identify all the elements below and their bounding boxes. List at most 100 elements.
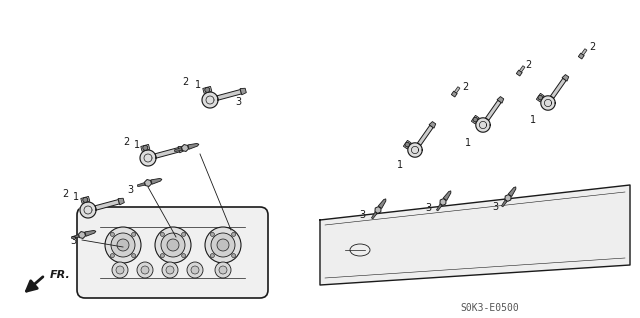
Polygon shape — [217, 90, 241, 100]
Text: 1: 1 — [397, 160, 403, 170]
Polygon shape — [497, 97, 504, 103]
Text: 2: 2 — [525, 60, 531, 70]
Circle shape — [205, 227, 241, 263]
Polygon shape — [562, 74, 569, 81]
Circle shape — [215, 262, 231, 278]
Circle shape — [211, 233, 235, 257]
Polygon shape — [417, 125, 433, 145]
Polygon shape — [155, 148, 179, 158]
Circle shape — [182, 254, 186, 258]
Circle shape — [132, 232, 136, 236]
Circle shape — [162, 262, 178, 278]
Text: 3: 3 — [492, 202, 498, 212]
Circle shape — [219, 266, 227, 274]
Polygon shape — [516, 70, 522, 76]
Polygon shape — [138, 183, 145, 187]
Circle shape — [111, 233, 135, 257]
Polygon shape — [508, 187, 516, 197]
Circle shape — [187, 262, 203, 278]
Circle shape — [232, 254, 236, 258]
Polygon shape — [85, 231, 96, 236]
Circle shape — [232, 232, 236, 236]
Circle shape — [211, 232, 214, 236]
Text: 1: 1 — [134, 140, 140, 150]
Circle shape — [211, 254, 214, 258]
Circle shape — [83, 197, 88, 202]
Polygon shape — [436, 204, 442, 211]
Text: 3: 3 — [235, 97, 241, 107]
Circle shape — [110, 254, 115, 258]
FancyBboxPatch shape — [77, 207, 268, 298]
Circle shape — [141, 266, 149, 274]
Polygon shape — [79, 232, 86, 238]
Polygon shape — [375, 207, 381, 213]
Text: 3: 3 — [70, 236, 76, 246]
Circle shape — [473, 117, 477, 122]
Circle shape — [217, 239, 229, 251]
Circle shape — [112, 262, 128, 278]
Circle shape — [182, 232, 186, 236]
Text: 2: 2 — [589, 42, 595, 52]
Text: 1: 1 — [530, 115, 536, 125]
Polygon shape — [550, 78, 566, 98]
Polygon shape — [240, 88, 246, 95]
Polygon shape — [81, 197, 90, 203]
Polygon shape — [71, 235, 79, 239]
Polygon shape — [140, 150, 156, 166]
Text: FR.: FR. — [50, 270, 71, 280]
Circle shape — [161, 232, 164, 236]
Circle shape — [191, 266, 199, 274]
Text: 2: 2 — [462, 82, 468, 92]
Text: 2: 2 — [182, 77, 188, 87]
Text: 1: 1 — [195, 80, 201, 90]
Text: 1: 1 — [73, 192, 79, 202]
Polygon shape — [502, 200, 507, 207]
Text: 3: 3 — [425, 203, 431, 213]
Polygon shape — [429, 121, 436, 128]
Polygon shape — [440, 199, 446, 205]
Polygon shape — [451, 91, 457, 97]
Circle shape — [132, 254, 136, 258]
Polygon shape — [182, 144, 188, 151]
Text: S0K3-E0500: S0K3-E0500 — [461, 303, 520, 313]
Polygon shape — [141, 144, 150, 151]
Polygon shape — [320, 185, 630, 285]
Polygon shape — [151, 178, 162, 184]
Polygon shape — [582, 49, 587, 55]
Polygon shape — [454, 87, 460, 93]
Polygon shape — [178, 146, 184, 153]
Text: 2: 2 — [123, 137, 129, 147]
Polygon shape — [486, 100, 501, 120]
Text: 3: 3 — [359, 210, 365, 220]
Polygon shape — [536, 93, 544, 102]
Polygon shape — [95, 199, 120, 210]
Polygon shape — [403, 140, 411, 149]
Circle shape — [117, 239, 129, 251]
Polygon shape — [188, 143, 199, 149]
Polygon shape — [378, 199, 386, 208]
Circle shape — [166, 266, 174, 274]
Polygon shape — [520, 66, 525, 72]
Polygon shape — [471, 115, 479, 124]
Polygon shape — [80, 202, 96, 218]
Circle shape — [105, 227, 141, 263]
Circle shape — [405, 142, 410, 147]
Circle shape — [137, 262, 153, 278]
Polygon shape — [579, 53, 584, 59]
Circle shape — [205, 87, 210, 92]
Circle shape — [155, 227, 191, 263]
Circle shape — [538, 95, 543, 100]
Polygon shape — [476, 118, 490, 132]
Polygon shape — [541, 96, 556, 110]
Polygon shape — [202, 92, 218, 108]
Circle shape — [161, 254, 164, 258]
Polygon shape — [444, 191, 451, 200]
Polygon shape — [118, 198, 124, 205]
Circle shape — [167, 239, 179, 251]
Circle shape — [161, 233, 185, 257]
Polygon shape — [408, 143, 422, 157]
Polygon shape — [203, 86, 212, 93]
Polygon shape — [174, 148, 182, 152]
Circle shape — [116, 266, 124, 274]
Text: 2: 2 — [62, 189, 68, 199]
